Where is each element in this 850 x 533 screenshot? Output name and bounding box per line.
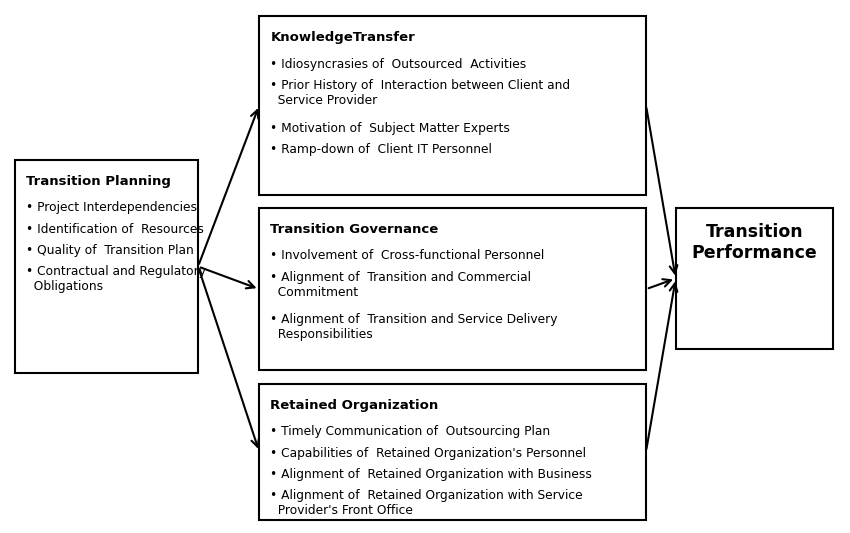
Text: • Motivation of  Subject Matter Experts: • Motivation of Subject Matter Experts xyxy=(270,122,510,134)
Text: Retained Organization: Retained Organization xyxy=(270,399,439,411)
FancyBboxPatch shape xyxy=(15,160,198,373)
FancyBboxPatch shape xyxy=(259,208,646,370)
Text: KnowledgeTransfer: KnowledgeTransfer xyxy=(270,31,415,44)
Text: • Quality of  Transition Plan: • Quality of Transition Plan xyxy=(26,244,194,257)
Text: • Identification of  Resources: • Identification of Resources xyxy=(26,223,204,236)
Text: • Alignment of  Transition and Commercial
  Commitment: • Alignment of Transition and Commercial… xyxy=(270,271,531,299)
Text: Transition
Performance: Transition Performance xyxy=(692,223,817,262)
Text: • Idiosyncrasies of  Outsourced  Activities: • Idiosyncrasies of Outsourced Activitie… xyxy=(270,58,526,70)
Text: • Capabilities of  Retained Organization's Personnel: • Capabilities of Retained Organization'… xyxy=(270,447,586,459)
Text: • Project Interdependencies: • Project Interdependencies xyxy=(26,201,197,214)
FancyBboxPatch shape xyxy=(259,16,646,195)
Text: • Contractual and Regulatory
  Obligations: • Contractual and Regulatory Obligations xyxy=(26,265,207,294)
Text: • Timely Communication of  Outsourcing Plan: • Timely Communication of Outsourcing Pl… xyxy=(270,425,551,438)
Text: Transition Governance: Transition Governance xyxy=(270,223,439,236)
Text: • Ramp-down of  Client IT Personnel: • Ramp-down of Client IT Personnel xyxy=(270,143,492,156)
Text: • Prior History of  Interaction between Client and
  Service Provider: • Prior History of Interaction between C… xyxy=(270,79,570,107)
Text: • Alignment of  Retained Organization with Service
  Provider's Front Office: • Alignment of Retained Organization wit… xyxy=(270,489,583,518)
FancyBboxPatch shape xyxy=(259,384,646,520)
Text: • Involvement of  Cross-functional Personnel: • Involvement of Cross-functional Person… xyxy=(270,249,545,262)
Text: Transition Planning: Transition Planning xyxy=(26,175,171,188)
Text: • Alignment of  Retained Organization with Business: • Alignment of Retained Organization wit… xyxy=(270,468,592,481)
Text: • Alignment of  Transition and Service Delivery
  Responsibilities: • Alignment of Transition and Service De… xyxy=(270,313,558,342)
FancyBboxPatch shape xyxy=(676,208,833,349)
